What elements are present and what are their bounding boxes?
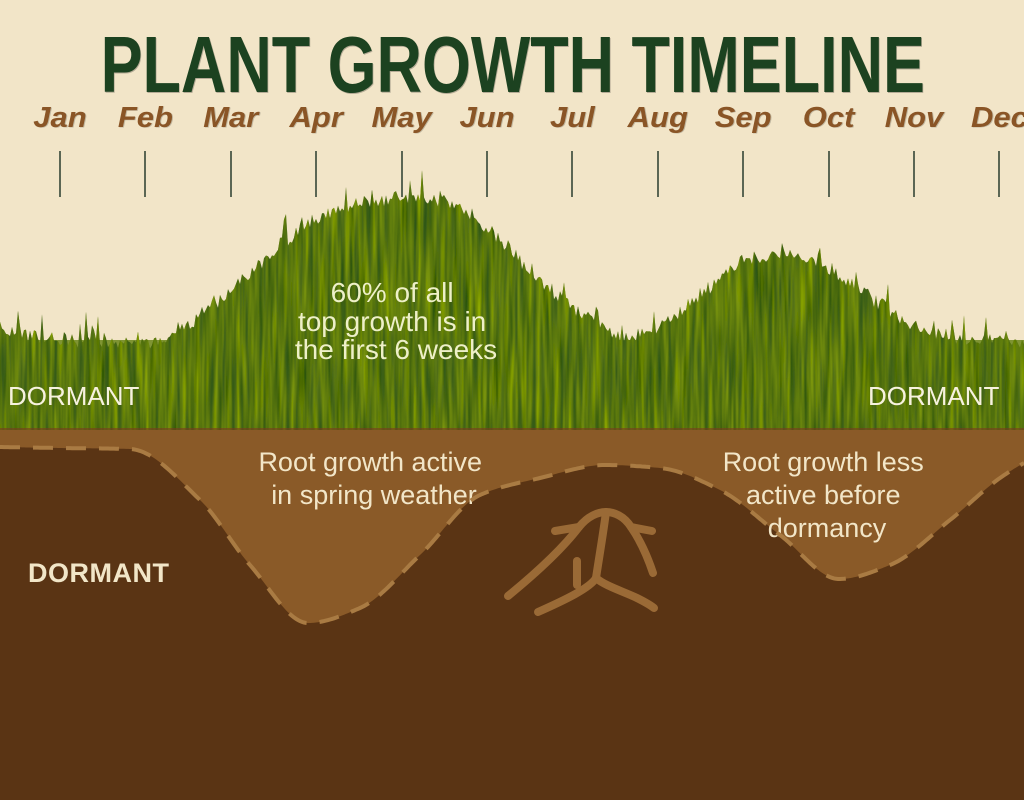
svg-text:DORMANT: DORMANT (28, 558, 169, 588)
